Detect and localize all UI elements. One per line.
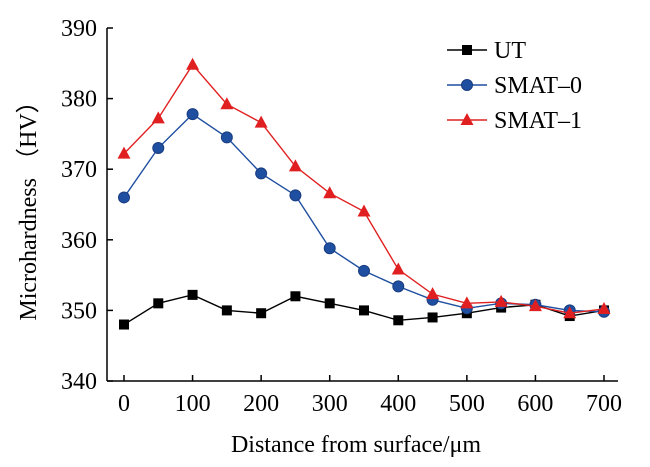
x-tick-label: 100 [175, 391, 211, 417]
data-point [153, 298, 164, 309]
x-tick-label: 300 [312, 391, 348, 417]
data-point [151, 111, 165, 124]
y-tick-label: 390 [61, 16, 97, 42]
data-point [288, 159, 302, 172]
x-axis-ticks: 0 100 200 300 400 500 600 700 [118, 375, 622, 417]
data-point [323, 186, 337, 199]
legend-item: SMAT–0 [447, 73, 582, 99]
data-point [118, 191, 130, 204]
x-tick-label: 0 [118, 391, 130, 417]
legend-marker [461, 79, 473, 91]
data-point [597, 301, 611, 314]
data-point [426, 287, 440, 300]
x-tick-label: 400 [380, 391, 416, 417]
y-tick-label: 380 [61, 87, 97, 113]
data-point [117, 146, 131, 159]
y-tick-label: 370 [61, 157, 97, 183]
data-point [528, 299, 542, 312]
legend: UT SMAT–0 SMAT–1 [447, 38, 582, 134]
series-triangle [117, 57, 611, 319]
data-point [256, 308, 267, 319]
y-tick-label: 360 [61, 228, 97, 254]
legend-item: UT [447, 38, 526, 64]
legend-marker [462, 45, 472, 55]
y-tick-label: 340 [61, 369, 97, 395]
legend-label: SMAT–1 [494, 108, 582, 134]
data-point [186, 57, 200, 70]
data-point [254, 115, 268, 128]
y-tick-label: 350 [61, 298, 97, 324]
data-point [255, 167, 268, 180]
data-point [323, 242, 336, 255]
x-tick-label: 200 [243, 391, 279, 417]
y-axis-label: Microhardness （HV） [16, 89, 42, 320]
x-axis-label: Distance from surface/μm [231, 432, 481, 458]
y-axis-ticks: 340 350 360 370 380 390 [61, 16, 113, 395]
data-point [290, 291, 301, 302]
data-point [152, 142, 165, 155]
data-point [220, 97, 234, 110]
data-point [289, 189, 302, 202]
x-tick-label: 700 [586, 391, 622, 417]
x-tick-label: 500 [449, 391, 485, 417]
legend-marker [460, 113, 474, 125]
data-point [460, 296, 474, 309]
data-point [359, 305, 369, 316]
data-point [357, 204, 371, 217]
data-point [221, 305, 232, 316]
data-point [358, 264, 370, 277]
data-point [186, 108, 199, 121]
data-point [494, 294, 508, 307]
series-group [117, 57, 611, 330]
x-tick-label: 600 [517, 391, 553, 417]
data-point [427, 312, 438, 323]
data-point [187, 289, 198, 300]
data-point [393, 315, 404, 326]
data-point [119, 319, 129, 330]
data-point [392, 280, 405, 293]
data-point [324, 298, 335, 309]
legend-item: SMAT–1 [447, 108, 582, 134]
data-point [563, 306, 577, 319]
legend-label: SMAT–0 [494, 73, 582, 99]
data-point [220, 131, 233, 144]
data-point [391, 262, 405, 275]
legend-label: UT [494, 38, 526, 64]
